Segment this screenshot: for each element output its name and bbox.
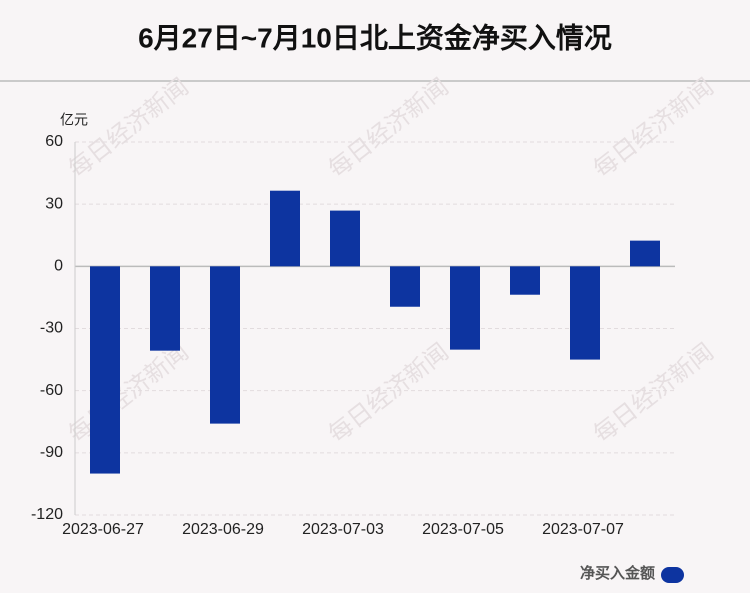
bar bbox=[150, 266, 180, 351]
y-tick-label: -60 bbox=[40, 382, 63, 399]
x-tick-label: 2023-07-03 bbox=[302, 521, 384, 538]
bar bbox=[330, 210, 360, 267]
x-tick-label: 2023-06-27 bbox=[62, 521, 144, 538]
bar bbox=[630, 240, 660, 267]
bar bbox=[270, 190, 300, 267]
y-tick-label: -30 bbox=[40, 320, 63, 337]
y-axis-label: 亿元 bbox=[60, 112, 88, 128]
legend-swatch bbox=[661, 567, 684, 583]
legend-label: 净买入金额 bbox=[580, 564, 655, 582]
x-tick-label: 2023-06-29 bbox=[182, 521, 264, 538]
bar bbox=[570, 266, 600, 360]
y-tick-label: -120 bbox=[31, 506, 63, 523]
bar bbox=[210, 266, 240, 424]
chart-title: 6月27日~7月10日北上资金净买入情况 bbox=[138, 21, 612, 53]
y-tick-label: -90 bbox=[40, 444, 63, 461]
x-tick-label: 2023-07-05 bbox=[422, 521, 504, 538]
bar bbox=[510, 266, 540, 295]
y-tick-label: 0 bbox=[54, 258, 63, 275]
bar bbox=[90, 266, 120, 474]
bar bbox=[390, 266, 420, 307]
y-tick-label: 60 bbox=[45, 133, 63, 150]
bar bbox=[450, 266, 480, 350]
x-tick-label: 2023-07-07 bbox=[542, 521, 624, 538]
y-tick-label: 30 bbox=[45, 195, 63, 212]
